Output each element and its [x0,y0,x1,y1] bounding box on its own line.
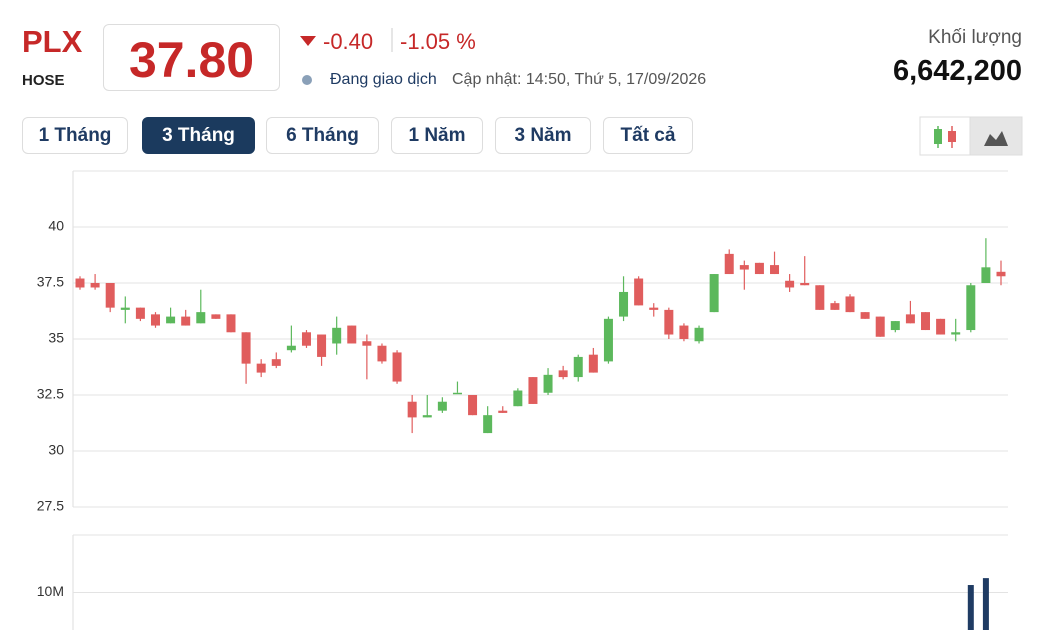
candle-body [150,314,160,326]
candle-body [256,363,266,373]
tab[interactable]: Tất cả [603,117,693,154]
candle-body [241,332,251,364]
candle-body [120,307,130,310]
volume-bar [982,578,989,630]
y-tick-label: 10M [37,583,64,599]
candle-body [513,390,523,407]
candle-body [634,278,644,306]
candle-body [483,415,493,434]
candle-body [649,307,659,310]
icon [934,129,942,144]
candle-body [815,285,825,310]
candle-body [75,278,85,288]
tab[interactable]: 1 Năm [391,117,483,154]
candle-body [830,303,840,310]
y-tick-label: 35 [48,330,64,346]
candle-body [800,283,810,286]
volume: 6,642,200 [892,55,1022,87]
updated: Cập nhật: 14:50, Thứ 5, 17/09/2026 [452,71,707,88]
candle-body [951,332,961,335]
down-arrow [300,36,316,46]
candle-body [875,316,885,337]
y-tick-label: 27.5 [37,498,64,514]
candle-body [452,392,462,395]
candle-body [105,283,115,308]
candle-body [166,316,176,324]
candle-body [211,314,221,319]
candle-body [528,377,538,404]
candle-body [694,327,704,342]
y-tick-label: 40 [48,218,64,234]
candle-body [981,267,991,283]
tab[interactable]: 6 Tháng [266,117,379,154]
candle-body [619,291,629,317]
candle-body [664,309,674,335]
candle-body [226,314,236,333]
candle-body [286,345,296,351]
candle-body [996,271,1006,277]
candle-body [498,410,508,413]
candle-body [347,325,357,344]
candle-body [543,374,553,393]
candle-body [468,395,478,416]
candle-body [558,370,568,378]
status: Đang giao dịch [330,71,437,88]
candle-body [966,285,976,331]
candle-body [392,352,402,382]
y-tick-label: 37.5 [37,274,64,290]
candle-body [770,265,780,275]
candle-body [588,354,598,373]
candle-toggle[interactable] [919,116,971,156]
icon [984,131,1008,146]
price-box: 37.80 [103,24,280,91]
exchange: HOSE [22,72,65,89]
candle-body [422,415,432,418]
candle-body [709,274,719,313]
candle-body [905,314,915,324]
candle-body [271,359,281,366]
symbol: PLX [22,24,83,59]
candle-body [181,316,191,326]
tab[interactable]: 1 Tháng [22,117,128,154]
candle-body [437,401,447,411]
candle-body [845,296,855,313]
candle-body [890,321,900,331]
candle-body [135,307,145,319]
tab[interactable]: 3 Tháng [142,117,255,154]
area-toggle[interactable] [969,116,1023,156]
candle-body [90,283,100,288]
candle-body [754,262,764,275]
y-tick-label: 32.5 [37,386,64,402]
candle-body [921,312,931,331]
candle-body [301,332,311,346]
candle-body [739,265,749,270]
candle-body [785,280,795,288]
candle-body [407,401,417,418]
candle-body [724,253,734,275]
change: -0.40 [323,29,374,54]
change-percent: -1.05 % [400,29,476,54]
candle-body [317,334,327,357]
candle-body [377,345,387,362]
status-dot [302,75,312,85]
candle-body [679,325,689,339]
icon [948,131,956,142]
candle-body [332,327,342,344]
candle-body [936,318,946,335]
candle-body [573,356,583,378]
volume-bar [967,585,974,630]
candle-body [603,318,613,362]
candle-body [860,312,870,319]
y-tick-label: 30 [48,442,64,458]
price: 37.80 [128,32,255,88]
candle-body [362,341,372,346]
candle-body [196,312,206,324]
tab[interactable]: 3 Năm [495,117,591,154]
volume-label: Khối lượng [928,27,1022,48]
